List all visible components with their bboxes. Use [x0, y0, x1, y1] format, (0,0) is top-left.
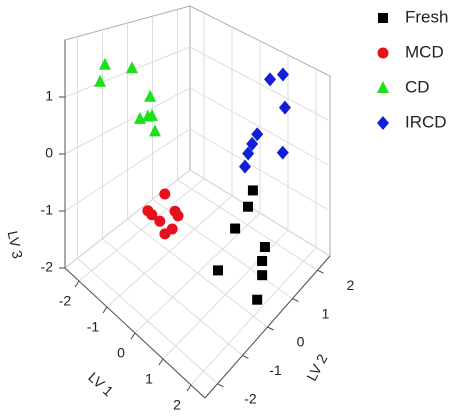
point [94, 74, 107, 87]
grid-line [102, 238, 243, 356]
point [98, 57, 111, 70]
point [159, 188, 171, 200]
grid-line [189, 169, 331, 257]
tick-mark [158, 358, 164, 366]
tick-mark [130, 332, 136, 340]
point [148, 124, 161, 137]
x-tick-label: -2 [59, 293, 72, 309]
x-tick-label: 1 [145, 371, 153, 387]
legend-label: Fresh [405, 7, 448, 26]
point [251, 127, 264, 142]
y-tick-label: 2 [347, 277, 355, 293]
grid-line [177, 179, 318, 271]
legend-marker [377, 47, 389, 59]
legend-label: IRCD [405, 112, 447, 131]
point [242, 201, 253, 212]
y-tick-label: 0 [297, 334, 305, 350]
point [159, 228, 171, 240]
point [278, 100, 291, 115]
axes-box: -2 -1 0 1 2 -2 -1 0 1 2 -2 -1 0 1 [41, 5, 355, 413]
x-tick-label: 0 [117, 345, 125, 361]
point [259, 242, 270, 253]
point [144, 89, 157, 102]
z-axis-label: LV 3 [5, 229, 26, 260]
y-tick-label: 1 [322, 305, 330, 321]
z-tick-label: -1 [41, 202, 54, 218]
y-tick-label: -2 [244, 391, 257, 407]
grid-line [127, 218, 268, 328]
x-axis-label: LV 1 [85, 369, 116, 400]
legend-label: MCD [405, 42, 444, 61]
plot-area [94, 57, 291, 305]
point [257, 255, 268, 266]
point [145, 108, 158, 121]
y-tick-label: -1 [269, 362, 282, 378]
legend-marker [377, 81, 389, 93]
tick-mark [292, 298, 299, 303]
grid-line [189, 128, 331, 212]
point [146, 209, 158, 221]
grid-line [189, 87, 331, 167]
legend-label: CD [405, 77, 430, 96]
point [276, 145, 289, 160]
tick-mark [102, 306, 108, 314]
legend-marker [378, 13, 388, 23]
point [172, 210, 184, 222]
tick-mark [242, 354, 249, 359]
axis-line [64, 267, 206, 399]
grid-line [64, 87, 191, 155]
grid-line [77, 257, 218, 385]
point [213, 265, 224, 276]
point [264, 72, 277, 87]
tick-mark [317, 269, 324, 274]
legend-marker [377, 116, 389, 130]
point [276, 67, 289, 82]
point [247, 185, 258, 196]
point [257, 270, 268, 281]
point [239, 159, 251, 174]
z-tick-label: -2 [41, 259, 54, 275]
tick-mark [217, 383, 224, 388]
legend: Fresh MCD CD IRCD [377, 7, 448, 131]
tick-mark [74, 280, 80, 288]
grid-line [189, 46, 331, 122]
point [125, 61, 138, 74]
x-tick-label: -1 [87, 319, 100, 335]
point [230, 223, 241, 234]
point [252, 294, 263, 305]
x-tick-label: 2 [173, 397, 181, 413]
grid-line [64, 128, 191, 212]
tick-mark [267, 326, 274, 331]
y-axis-label: LV 2 [303, 351, 330, 383]
z-tick-label: 1 [45, 88, 53, 104]
point [242, 146, 255, 161]
point [246, 136, 259, 151]
grid-line [64, 169, 191, 269]
point [154, 215, 166, 227]
tick-mark [186, 384, 192, 392]
z-tick-label: 0 [45, 145, 53, 161]
axis-line [204, 255, 331, 399]
